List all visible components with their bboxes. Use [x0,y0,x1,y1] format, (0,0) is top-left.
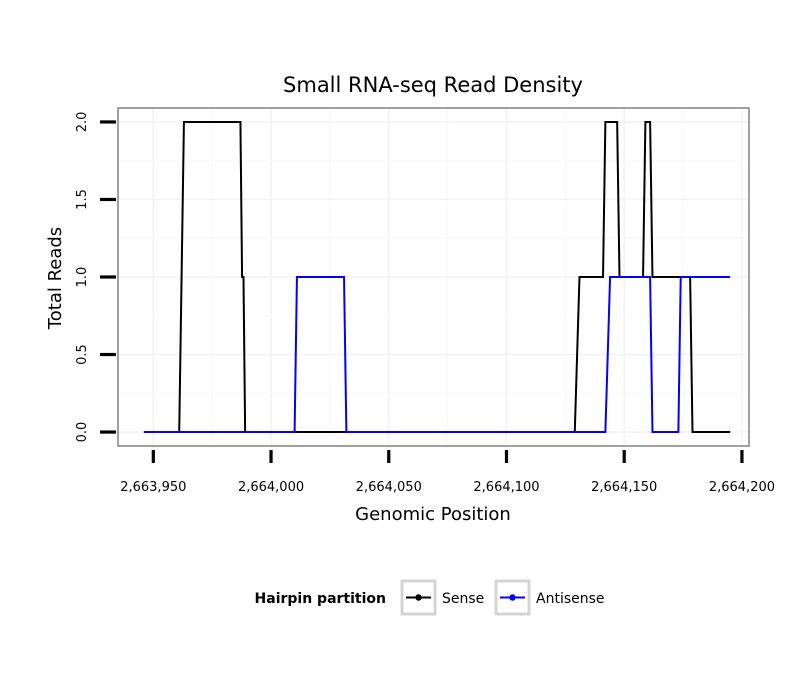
legend-item-sense: Sense [400,579,484,616]
legend-item-antisense: Antisense [494,579,605,616]
legend-title: Hairpin partition [255,591,386,607]
y-tick-label: 2.0 [75,112,90,133]
x-tick-label: 2,664,200 [709,480,775,495]
y-tick-label: 1.0 [75,267,90,288]
y-tick-label: 1.5 [75,189,90,210]
x-tick-label: 2,664,050 [356,480,422,495]
legend-key-point [509,594,516,601]
x-tick-label: 2,663,950 [120,480,186,495]
x-axis-title: Genomic Position [355,504,511,525]
y-tick-label: 0.5 [75,344,90,365]
x-axis: 2,663,950 2,664,000 2,664,050 2,664,100 2,66… [120,450,775,495]
series-layer [143,120,731,434]
y-axis-title: Total Reads [45,227,66,330]
chart-title: Small RNA-seq Read Density [283,73,583,97]
plot-panel-border [117,107,750,447]
series-line-antisense [143,276,731,434]
legend-label-sense: Sense [442,591,484,607]
series-line-sense [143,120,731,434]
x-tick-label: 2,664,000 [238,480,304,495]
legend-key-point [415,594,422,601]
x-tick-label: 2,664,100 [473,480,539,495]
x-tick-label: 2,664,150 [591,480,657,495]
legend-label-antisense: Antisense [536,591,605,607]
y-axis: 0.0 0.5 1.0 1.5 2.0 [75,112,116,443]
legend: Hairpin partition Sense Antisense [255,579,605,616]
y-tick-label: 0.0 [75,422,90,443]
